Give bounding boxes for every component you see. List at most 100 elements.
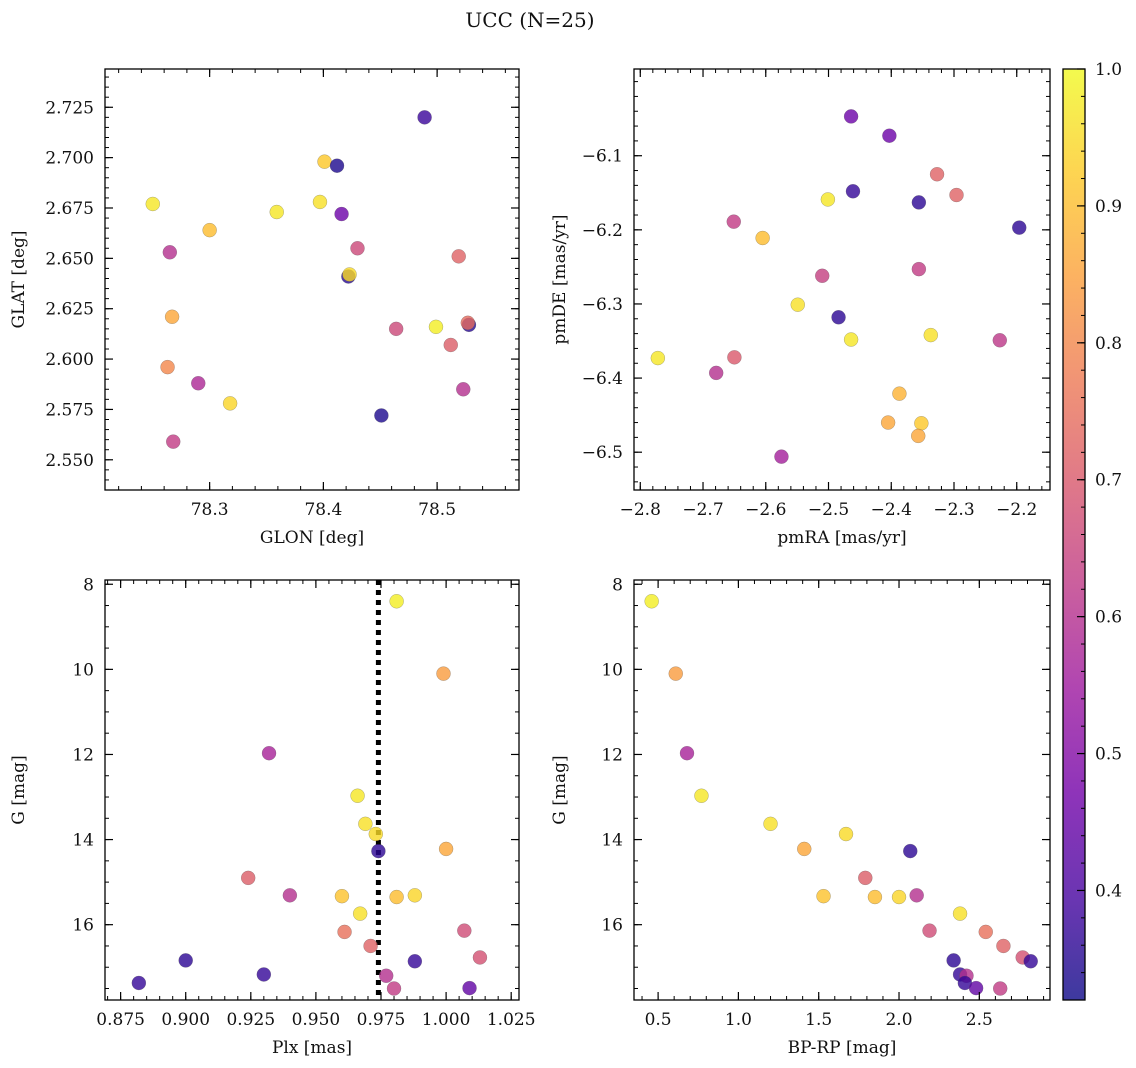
x-tick-label: 78.4 — [304, 500, 342, 520]
scatter-point — [256, 967, 272, 982]
colorbar-tick-label: 0.5 — [1095, 745, 1122, 765]
scatter-point — [317, 154, 332, 169]
scatter-point — [191, 376, 206, 391]
scatter-point — [968, 980, 984, 996]
scatter-points — [131, 594, 488, 996]
x-tick-label: 0.900 — [161, 1010, 210, 1030]
scatter-point — [261, 745, 277, 761]
x-tick-label: 2.0 — [885, 1010, 912, 1030]
colorbar-tick-label: 0.8 — [1095, 334, 1122, 354]
y-tick-label: 2.600 — [45, 350, 94, 370]
scatter-point — [816, 888, 831, 904]
y-tick-label: −6.4 — [582, 369, 623, 389]
y-tick-label: 2.550 — [45, 451, 94, 471]
x-tick-label: 1.5 — [805, 1010, 832, 1030]
scatter-point — [929, 167, 945, 182]
scatter-point — [389, 889, 404, 905]
colorbar-tick-label: 0.4 — [1095, 881, 1122, 901]
scatter-point — [1012, 220, 1027, 235]
scatter-point — [992, 333, 1008, 348]
scatter-point — [694, 788, 709, 803]
scatter-point — [831, 310, 846, 325]
scatter-point — [160, 359, 175, 375]
scatter-point — [763, 816, 778, 832]
panel-plx-g: 0.875 0.900 0.925 0.950 0.975 1.000 1.025 8 10 12… — [9, 575, 536, 1058]
x-tick-label: 0.950 — [292, 1010, 341, 1030]
x-tick-label: −2.4 — [871, 500, 912, 520]
scatter-point — [727, 350, 742, 365]
scatter-point — [269, 204, 284, 220]
scatter-point — [166, 434, 181, 449]
scatter-point — [797, 841, 812, 857]
scatter-point — [342, 267, 357, 282]
scatter-points — [650, 109, 1027, 464]
scatter-point — [417, 110, 432, 125]
scatter-point — [903, 843, 918, 859]
scatter-point — [679, 745, 695, 761]
colorbar-tick-label: 0.7 — [1095, 471, 1122, 491]
scatter-point — [407, 888, 423, 903]
colorbar-tick-label: 0.9 — [1095, 197, 1122, 217]
scatter-point — [371, 843, 386, 859]
scatter-point — [993, 981, 1008, 996]
x-tick-label: 0.5 — [645, 1010, 672, 1030]
scatter-point — [456, 382, 471, 397]
scatter-point — [363, 938, 378, 954]
scatter-point — [436, 666, 451, 681]
scatter-point — [352, 906, 368, 921]
y-tick-label: 2.650 — [45, 249, 94, 269]
scatter-point — [858, 870, 873, 886]
scatter-point — [389, 594, 404, 609]
scatter-point — [843, 332, 859, 347]
x-tick-label: −2.3 — [933, 500, 974, 520]
scatter-point — [145, 196, 160, 212]
y-tick-label: 2.700 — [45, 149, 94, 169]
x-tick-label: 0.925 — [226, 1010, 275, 1030]
scatter-point — [996, 938, 1011, 954]
panel-pmra-pmde: −2.8 −2.7 −2.6 −2.5 −2.4 −2.3 −2.2 −6.5 −6.4 −6.3… — [550, 68, 1051, 548]
x-tick-label: −2.8 — [620, 500, 661, 520]
y-tick-label: 14 — [72, 831, 94, 851]
scatter-point — [222, 396, 238, 411]
scatter-point — [1023, 954, 1038, 969]
scatter-point — [922, 923, 937, 938]
y-tick-label: 10 — [72, 660, 94, 680]
scatter-point — [350, 788, 365, 803]
scatter-point — [407, 954, 423, 969]
scatter-point — [334, 206, 349, 222]
scatter-point — [388, 321, 404, 337]
x-axis-label: BP-RP [mag] — [788, 1038, 897, 1058]
scatter-point — [867, 889, 883, 905]
y-tick-label: 8 — [612, 575, 623, 595]
scatter-point — [891, 889, 907, 905]
scatter-point — [820, 192, 836, 207]
y-tick-label: 2.725 — [45, 98, 94, 118]
x-axis-label: Plx [mas] — [272, 1038, 352, 1058]
scatter-point — [164, 309, 180, 324]
scatter-point — [838, 826, 854, 842]
scatter-point — [462, 980, 477, 996]
y-tick-label: 2.675 — [45, 199, 94, 219]
scatter-point — [892, 386, 907, 401]
scatter-point — [911, 428, 926, 444]
scatter-point — [952, 906, 968, 921]
scatter-point — [451, 249, 466, 264]
y-axis-label: G [mag] — [9, 755, 29, 824]
scatter-point — [668, 666, 683, 681]
scatter-point — [472, 950, 488, 965]
scatter-point — [457, 923, 472, 938]
scatter-point — [358, 816, 373, 832]
scatter-point — [882, 128, 897, 143]
scatter-point — [350, 241, 365, 256]
y-tick-label: 8 — [83, 575, 94, 595]
x-axis-label: GLON [deg] — [260, 528, 364, 548]
panel-glon-glat: 78.3 78.4 78.5 2.550 2.575 2.600 2.625 2.650 2.6… — [9, 68, 520, 548]
scatter-point — [845, 184, 861, 199]
y-axis-label: pmDE [mas/yr] — [550, 214, 570, 344]
x-tick-label: −2.5 — [808, 500, 849, 520]
y-tick-label: 12 — [72, 745, 94, 765]
scatter-point — [911, 195, 927, 210]
y-tick-label: −6.3 — [582, 295, 623, 315]
x-tick-label: −2.2 — [996, 500, 1037, 520]
